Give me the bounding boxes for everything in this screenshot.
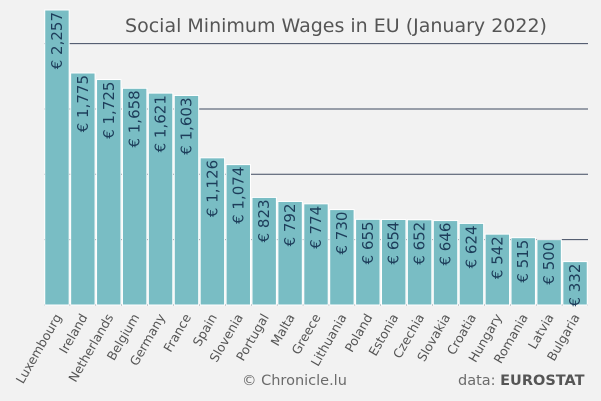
bar [96, 79, 122, 306]
value-label: € 1,126 [203, 160, 221, 217]
value-label: € 1,621 [152, 95, 170, 152]
bar [147, 92, 174, 306]
bar [432, 220, 459, 306]
value-label: € 500 [540, 242, 558, 285]
bar [225, 164, 251, 306]
bar [562, 261, 588, 306]
value-label: € 332 [566, 264, 584, 307]
value-label: € 1,725 [100, 82, 118, 139]
bars [44, 9, 588, 306]
bar [121, 87, 148, 306]
bar [484, 233, 511, 306]
bar [510, 237, 536, 306]
value-label: € 515 [514, 240, 532, 283]
value-label: € 2,257 [48, 12, 66, 69]
source-prefix: data: [458, 373, 501, 389]
source-text: data: EUROSTAT [458, 373, 585, 389]
value-label: € 542 [488, 236, 506, 279]
title-background [118, 10, 554, 40]
value-label: € 654 [385, 222, 403, 265]
bar [458, 222, 485, 306]
value-labels: € 2,257 € 1,775 € 1,725 € 1,658 € 1,621 € 1,6… [48, 12, 584, 307]
value-label: € 1,074 [229, 167, 247, 224]
bar [44, 9, 70, 306]
value-label: € 1,775 [74, 75, 92, 132]
value-label: € 774 [307, 206, 325, 249]
bar [406, 219, 433, 306]
bar [277, 200, 303, 306]
bar [173, 94, 200, 306]
value-label: € 624 [462, 225, 480, 268]
bar [381, 219, 407, 306]
bar [536, 239, 562, 306]
value-label: € 1,658 [126, 90, 144, 147]
bar [303, 203, 329, 306]
bar [329, 209, 355, 306]
value-label: € 646 [437, 223, 455, 266]
value-label: € 1,603 [177, 97, 195, 154]
bar [70, 72, 96, 306]
bar [355, 218, 381, 306]
credit-text: © Chronicle.lu [242, 373, 347, 389]
bar [199, 157, 226, 306]
value-label: € 730 [333, 212, 351, 255]
chart-title: Social Minimum Wages in EU (January 2022… [125, 15, 547, 37]
source-name: EUROSTAT [500, 373, 585, 389]
value-label: € 655 [359, 221, 377, 264]
value-label: € 792 [281, 203, 299, 246]
value-label: € 823 [255, 199, 273, 242]
value-label: € 652 [411, 222, 429, 265]
bar [251, 196, 277, 306]
